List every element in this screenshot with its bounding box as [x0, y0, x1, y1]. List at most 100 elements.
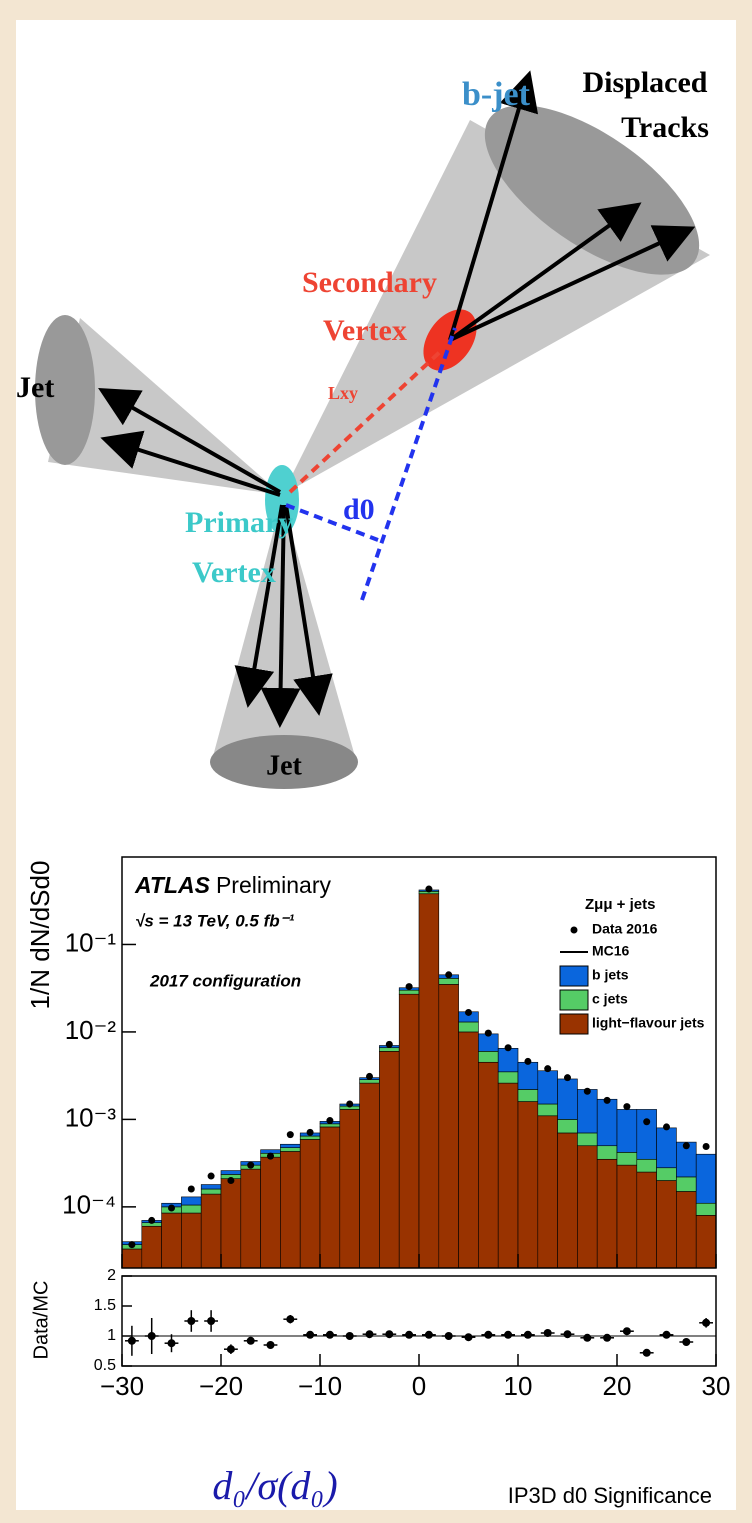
label: Vertex [192, 556, 276, 589]
annotation: ATLAS Preliminary [134, 872, 331, 898]
bar-segment [616, 1109, 638, 1153]
ratio-point [246, 1336, 255, 1345]
bar-segment [517, 1101, 539, 1269]
ratio-point [563, 1330, 572, 1339]
bar-segment [359, 1082, 380, 1269]
legend-marker [559, 989, 589, 1011]
ratio-point [484, 1330, 493, 1339]
bar-segment [319, 1123, 341, 1128]
data-point [583, 1087, 591, 1095]
bar-segment [438, 984, 459, 1269]
bar-segment [379, 1047, 400, 1052]
bar-segment [656, 1127, 677, 1169]
label: Lxy [328, 383, 358, 403]
label: Jet [266, 750, 302, 781]
x-tick-label: 10 [504, 1371, 533, 1401]
legend-label: light−flavour jets [592, 1015, 705, 1031]
bar-segment [596, 1158, 618, 1269]
data-point [326, 1117, 334, 1125]
bar-segment [418, 893, 440, 1269]
bar-segment [577, 1132, 598, 1147]
data-point [207, 1172, 215, 1180]
data-point [663, 1123, 670, 1131]
bar-segment [537, 1115, 558, 1269]
y-tick-label: 10⁻⁴ [62, 1190, 116, 1220]
ratio-point [464, 1333, 473, 1342]
experiment: ATLAS [134, 872, 211, 898]
bar-segment [676, 1176, 697, 1192]
bar-segment [379, 1051, 400, 1269]
data-point [702, 1142, 710, 1150]
bar-segment [616, 1152, 638, 1166]
y-tick-label: 10⁻³ [65, 1102, 117, 1132]
data-point [385, 1040, 393, 1048]
bar-segment [577, 1145, 598, 1269]
data-point [425, 885, 433, 893]
legend-label: Data 2016 [592, 921, 658, 937]
ratio-point [266, 1341, 275, 1349]
ratio-y-tick-label: 0.5 [94, 1357, 116, 1374]
ratio-point [622, 1327, 631, 1336]
x-tick-label: −10 [298, 1371, 342, 1401]
data-point [504, 1044, 512, 1052]
ratio-y-tick-label: 1.5 [94, 1297, 116, 1314]
ratio-y-tick-label: 1 [107, 1327, 116, 1344]
data-point [484, 1029, 492, 1037]
lxy-line [288, 348, 444, 494]
data-point [643, 1118, 651, 1126]
bar-segment [359, 1079, 380, 1084]
y-axis-label: 1/N dN/dSd0 [25, 861, 55, 1010]
bar-segment [280, 1143, 301, 1148]
legend-label: c jets [592, 991, 628, 1007]
data-point [286, 1131, 294, 1139]
d0-line [285, 503, 379, 542]
bar-segment [557, 1132, 578, 1269]
bar-segment [299, 1139, 321, 1269]
legend-marker [559, 965, 589, 987]
diagram: b-jet Displaced Tracks Secondary Vertex … [16, 66, 710, 789]
bar-segment [161, 1212, 182, 1269]
bar-segment [181, 1196, 202, 1206]
label: Primary [185, 506, 293, 539]
data-point [148, 1216, 156, 1224]
ratio-point [504, 1330, 513, 1339]
data-point [128, 1241, 136, 1249]
bar-segment [577, 1089, 598, 1134]
label: Displaced [582, 66, 707, 99]
x-tick-label: 30 [702, 1371, 731, 1401]
bar-segment [596, 1098, 618, 1147]
data-point [623, 1103, 631, 1111]
ratio-point [325, 1330, 334, 1339]
ratio-point [167, 1339, 176, 1348]
bar-segment [141, 1225, 162, 1269]
bar-segment [636, 1109, 657, 1160]
bar-segment [636, 1158, 657, 1173]
bar-segment [438, 978, 459, 985]
ratio-point [385, 1330, 394, 1339]
legend-marker [559, 1013, 589, 1035]
label: Jet [16, 371, 54, 404]
bar-segment [458, 1021, 479, 1033]
data-point [366, 1072, 373, 1080]
bar-segment [596, 1145, 618, 1160]
ratio-point [306, 1330, 315, 1339]
legend-label: MC16 [592, 943, 630, 959]
data-point [168, 1204, 175, 1212]
bar-segment [695, 1215, 717, 1269]
ratio-point [187, 1317, 196, 1325]
bar-segment [616, 1164, 638, 1269]
chart: 1/N dN/dSd0 Data/MC IP3D d0 Significance… [25, 856, 731, 1508]
bar-segment [497, 1082, 519, 1269]
bar-segment [458, 1031, 479, 1269]
bar-segment [398, 989, 420, 995]
data-point [603, 1096, 611, 1104]
x-tick-label: 20 [603, 1371, 632, 1401]
ratio-point [543, 1329, 552, 1337]
bar-segment [319, 1126, 341, 1269]
data-point [465, 1008, 472, 1016]
data-point [187, 1185, 195, 1193]
bar-segment [260, 1156, 281, 1269]
bar-segment [517, 1089, 539, 1102]
ratio-point [286, 1315, 295, 1324]
